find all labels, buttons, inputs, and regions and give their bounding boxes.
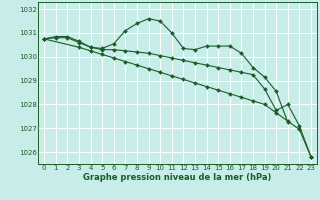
X-axis label: Graphe pression niveau de la mer (hPa): Graphe pression niveau de la mer (hPa) (84, 173, 272, 182)
